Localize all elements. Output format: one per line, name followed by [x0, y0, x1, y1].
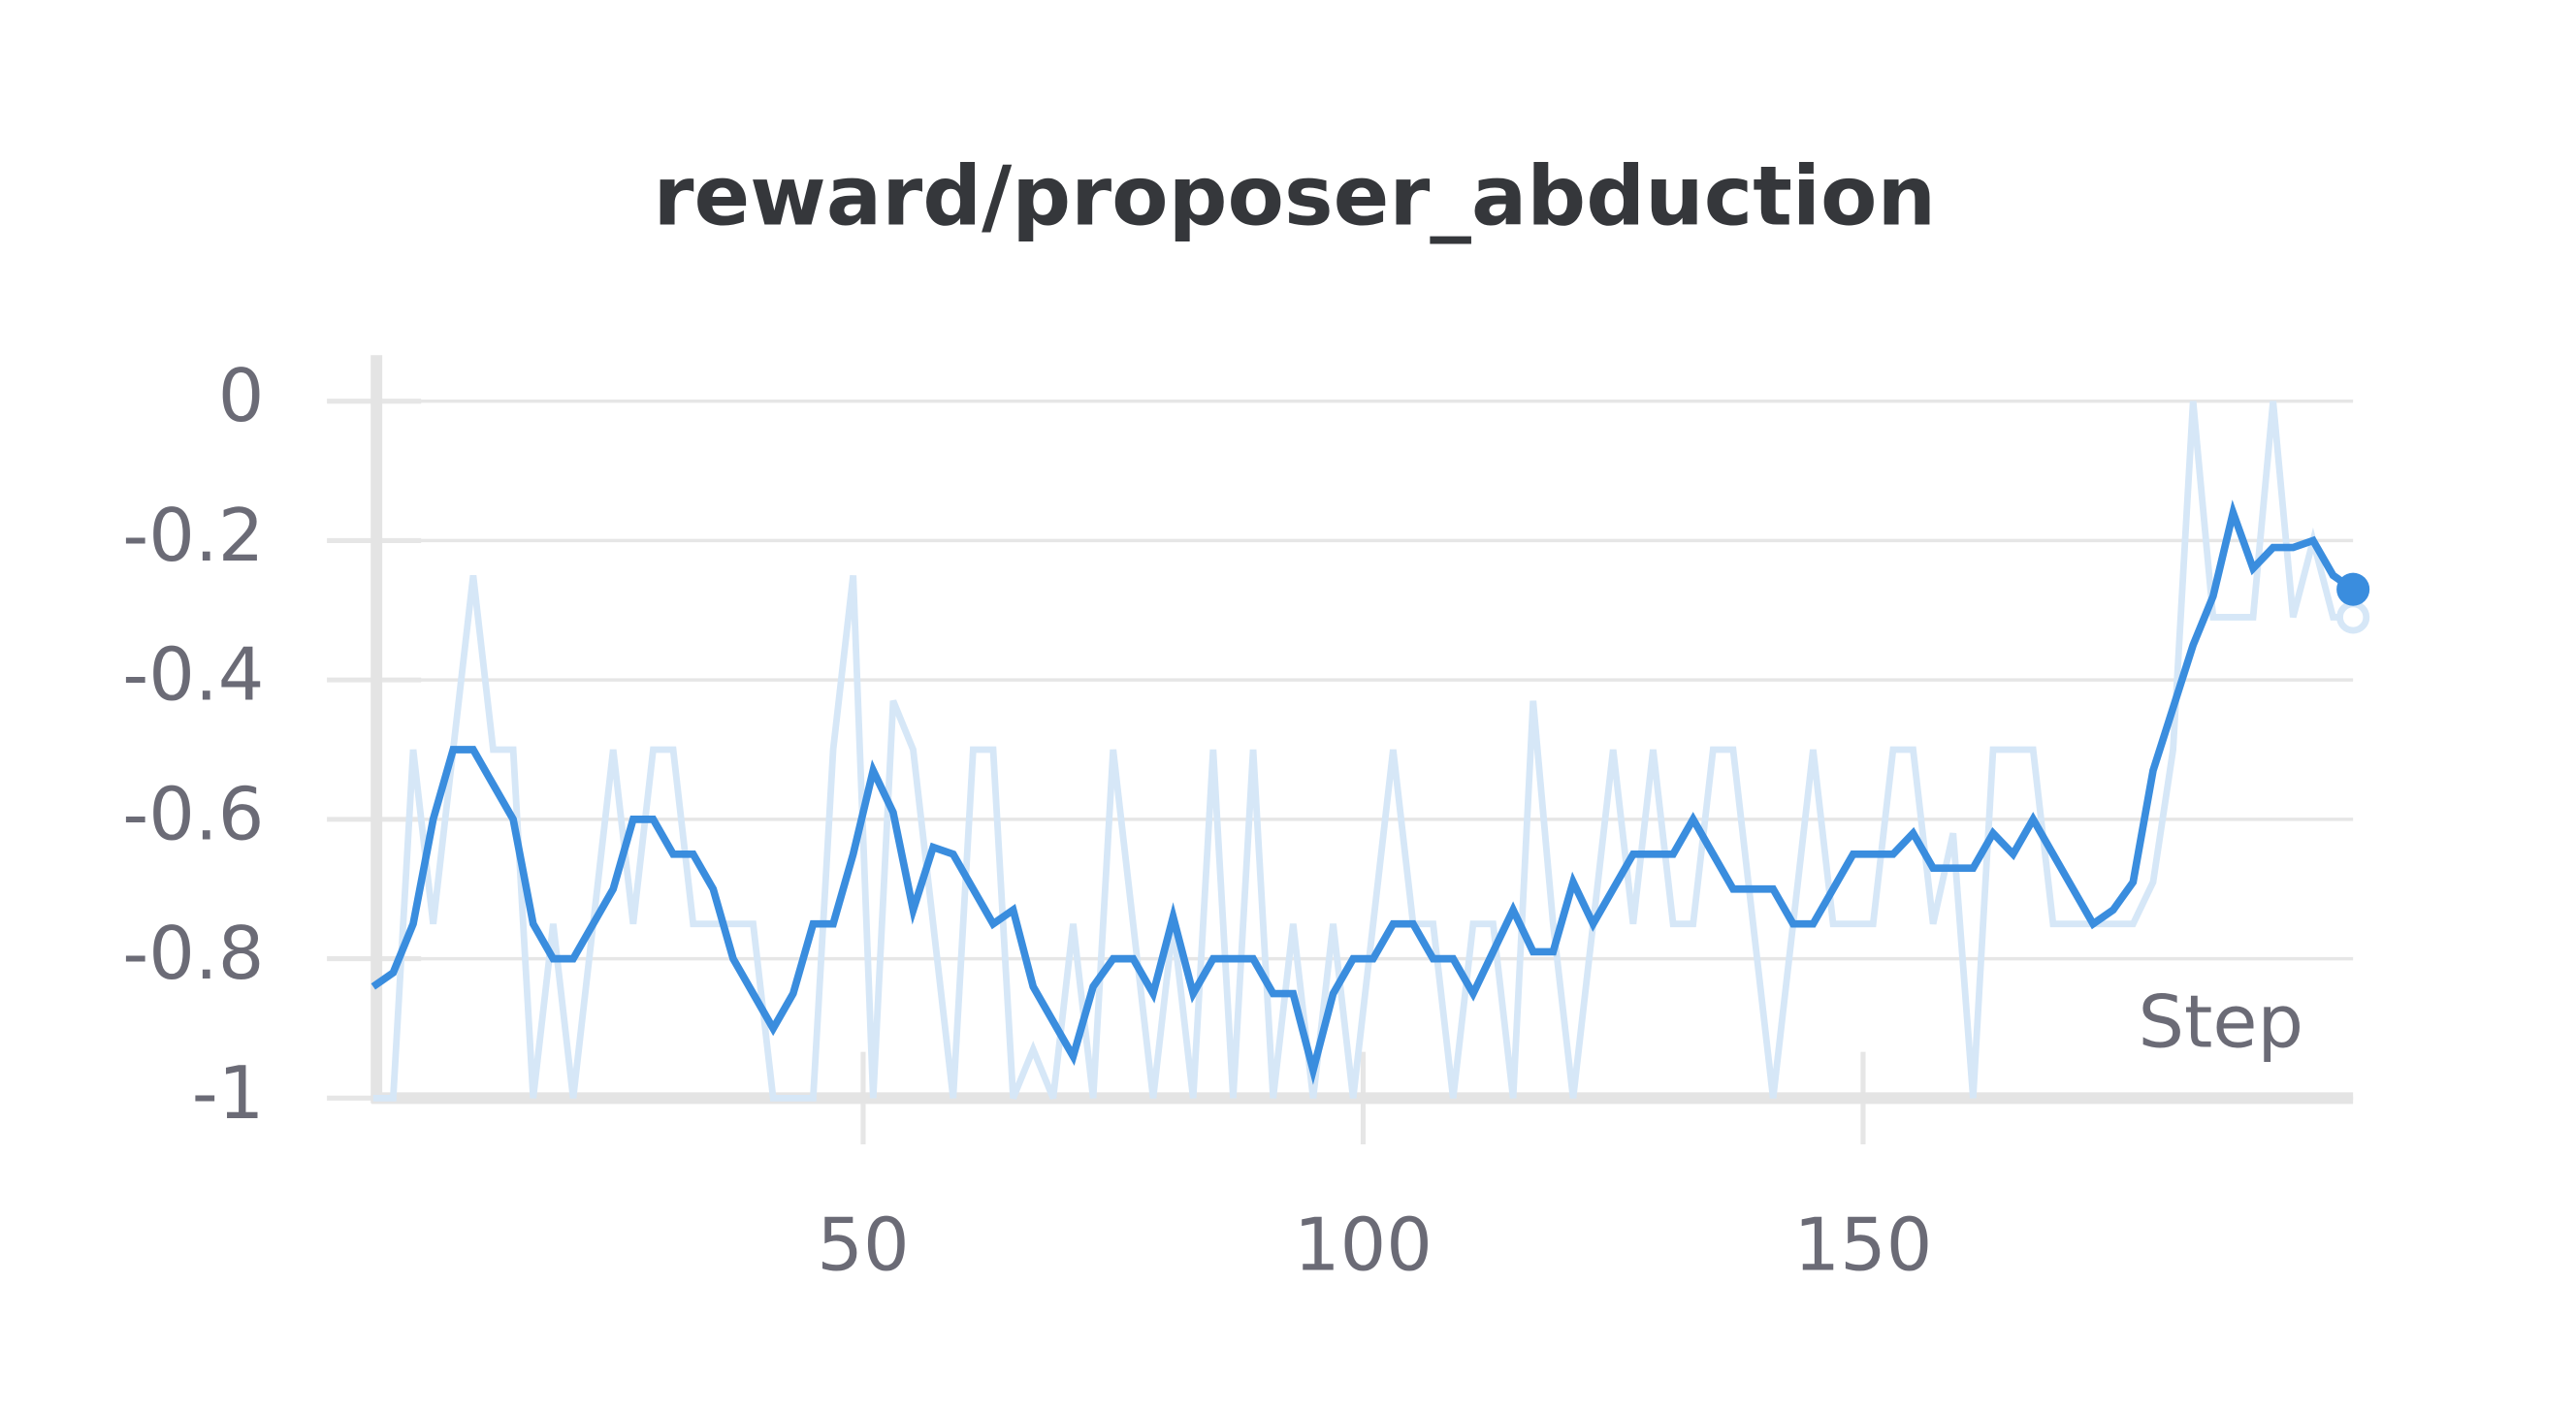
y-tick-label: -0.2: [122, 493, 264, 578]
y-tick-label: -1: [192, 1050, 265, 1136]
x-tick-label: 150: [1793, 1202, 1932, 1287]
raw-end-marker: [2336, 600, 2370, 634]
end-marker: [2336, 572, 2370, 606]
smoothed-line: [370, 499, 2356, 1085]
x-tick-label: 100: [1294, 1202, 1433, 1287]
x-axis-label: Step: [2139, 979, 2304, 1065]
y-tick-label: -0.8: [122, 911, 264, 996]
chart-title: reward/proposer_abduction: [653, 148, 1936, 244]
y-tick-label: -0.4: [122, 632, 264, 718]
y-tick-label: 0: [218, 353, 265, 438]
raw-line: [372, 401, 2354, 1102]
y-tick-label: -0.6: [122, 771, 264, 856]
x-tick-label: 50: [817, 1202, 909, 1287]
